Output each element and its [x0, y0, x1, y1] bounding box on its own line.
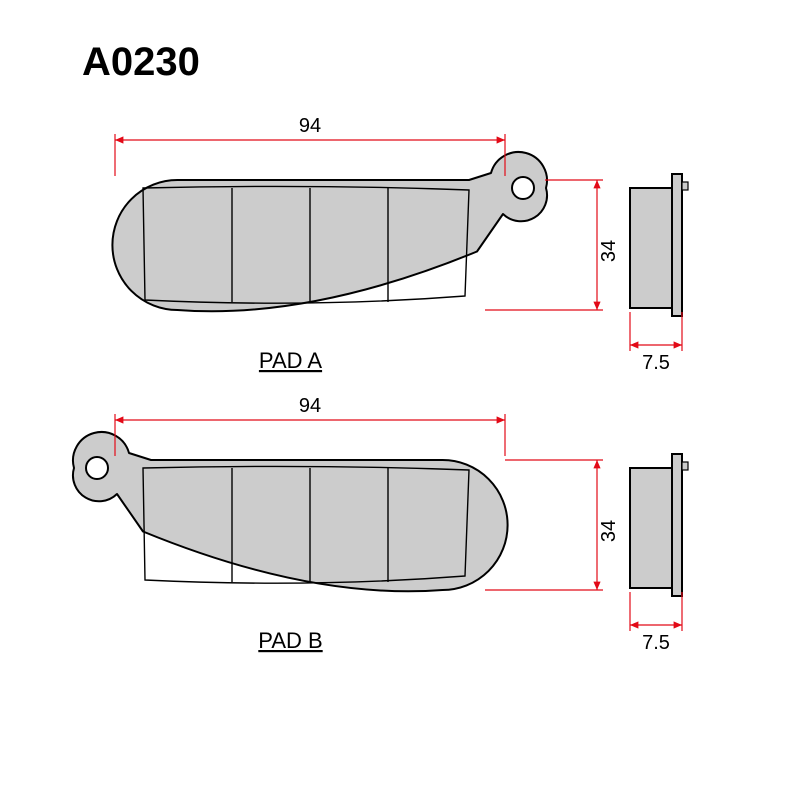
svg-text:34: 34 [598, 240, 620, 262]
svg-text:94: 94 [299, 395, 321, 417]
svg-text:34: 34 [598, 520, 620, 542]
svg-text:PAD A: PAD A [259, 348, 323, 373]
svg-text:7.5: 7.5 [642, 632, 670, 654]
part-number: A0230 [82, 40, 200, 85]
svg-text:PAD B: PAD B [258, 628, 322, 653]
technical-drawing: 94 34 PAD A 7.5 94 34 PAD B 7.5 [0, 90, 800, 790]
svg-text:94: 94 [299, 115, 321, 137]
svg-text:7.5: 7.5 [642, 352, 670, 374]
